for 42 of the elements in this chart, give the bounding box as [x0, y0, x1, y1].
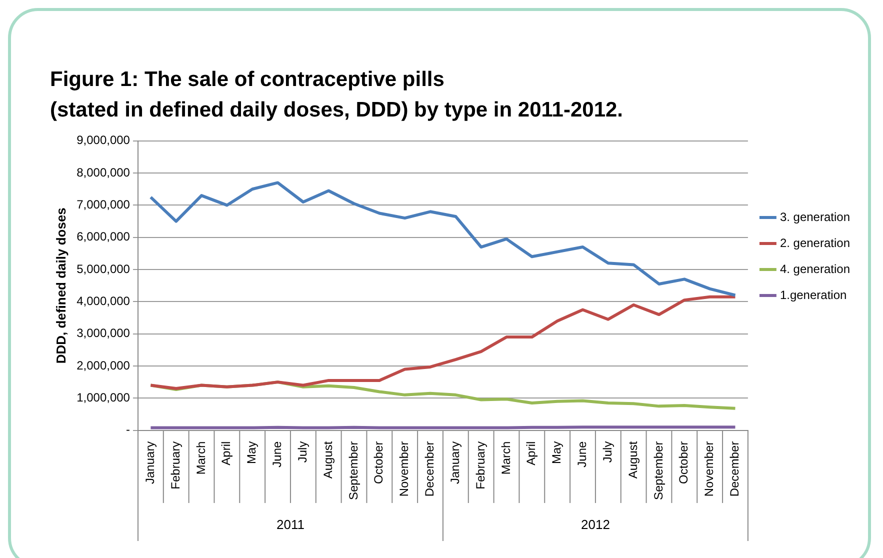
- x-tick-label: March: [194, 441, 208, 475]
- x-tick-label: January: [143, 441, 158, 484]
- legend-label: 1.generation: [780, 288, 847, 302]
- x-tick-label: November: [702, 441, 716, 497]
- x-tick-label: October: [676, 441, 691, 484]
- legend-label: 2. generation: [780, 236, 850, 250]
- y-axis-title: DDD, defined daily doses: [53, 208, 68, 364]
- x-tick-label: December: [728, 441, 742, 497]
- x-tick-label: April: [219, 441, 234, 466]
- x-tick-label: June: [575, 440, 590, 468]
- legend-label: 4. generation: [780, 262, 850, 276]
- y-tick-label: -: [126, 422, 130, 437]
- chart-title: Figure 1: The sale of contraceptive pills (stated in defined daily doses, DDD) by type in 2011-2012.: [50, 68, 624, 122]
- x-tick-label: July: [600, 441, 614, 463]
- y-tick-label: 1,000,000: [76, 390, 130, 404]
- text: 2011: [276, 517, 304, 532]
- x-tick-label: May: [550, 441, 564, 464]
- y-tick-label: 4,000,000: [76, 294, 130, 308]
- y-tick-label: 5,000,000: [76, 262, 130, 276]
- legend-label: 3. generation: [780, 210, 850, 224]
- y-tick-label: 9,000,000: [76, 133, 130, 148]
- y-tick-label: 2,000,000: [76, 358, 130, 372]
- y-tick-label: 8,000,000: [76, 165, 130, 180]
- x-tick-label: October: [372, 441, 386, 484]
- y-tick-label: 7,000,000: [76, 198, 130, 212]
- y-tick-label: 3,000,000: [76, 326, 130, 340]
- x-tick-label: August: [320, 440, 335, 479]
- x-tick-label: August: [626, 440, 640, 479]
- x-tick-label: September: [346, 441, 360, 500]
- x-tick-label: January: [448, 441, 462, 484]
- x-tick-label: November: [397, 441, 412, 497]
- x-tick-label: September: [651, 441, 666, 500]
- x-tick-label: March: [498, 441, 513, 475]
- text: 2012: [580, 517, 610, 532]
- x-tick-label: June: [270, 440, 284, 468]
- x-tick-label: February: [168, 441, 182, 490]
- x-tick-label: July: [295, 441, 310, 463]
- x-tick-label: April: [524, 441, 538, 466]
- y-tick-label: 6,000,000: [76, 230, 130, 244]
- x-tick-label: February: [473, 441, 488, 490]
- x-tick-label: May: [244, 441, 259, 464]
- x-tick-label: December: [422, 441, 437, 497]
